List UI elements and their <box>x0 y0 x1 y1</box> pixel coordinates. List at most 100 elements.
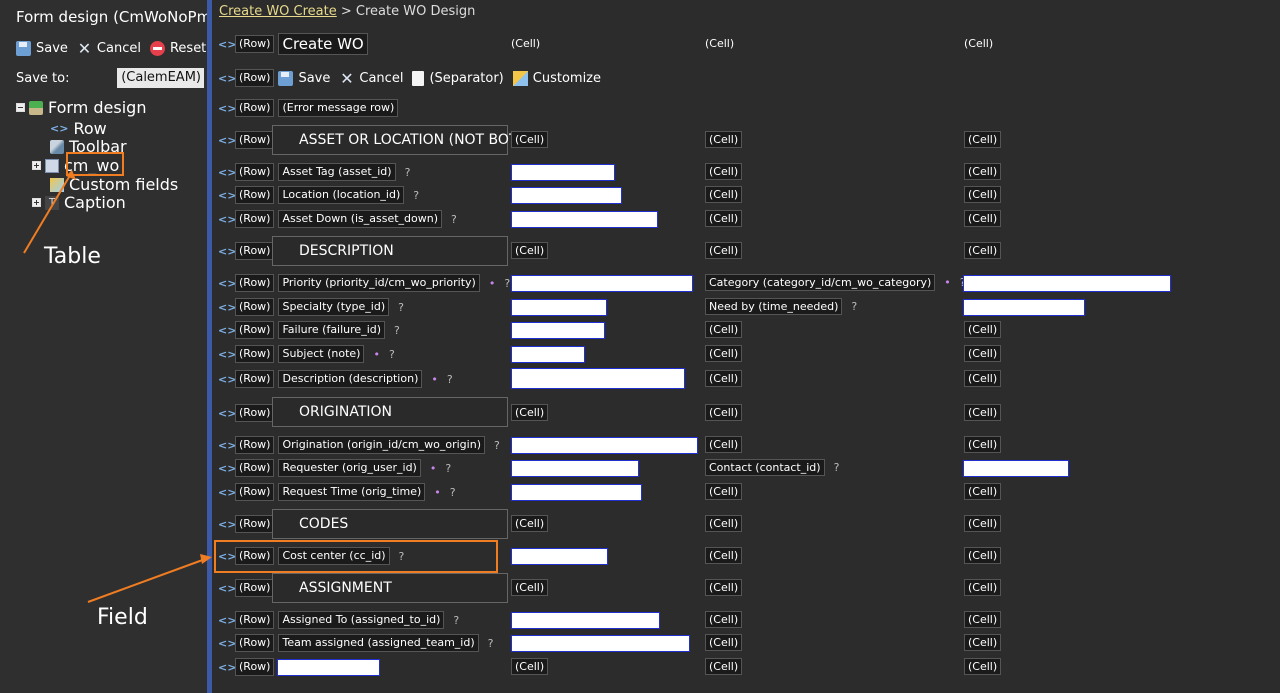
cell[interactable]: (Cell) <box>705 185 743 205</box>
toolbar-customize[interactable]: Customize <box>512 70 601 86</box>
cell[interactable]: (Cell) <box>964 610 1002 630</box>
cell[interactable]: (Cell) <box>705 162 743 182</box>
help-icon[interactable]: ? <box>413 188 420 202</box>
move-icon[interactable]: <> <box>218 549 237 563</box>
field-label[interactable]: Location (location_id) <box>278 186 405 204</box>
cell[interactable]: (Cell) <box>705 546 743 566</box>
move-icon[interactable]: <> <box>218 636 237 650</box>
cell[interactable]: (Cell) <box>705 37 735 50</box>
cell[interactable]: (Cell) <box>511 578 549 598</box>
row-toolbar[interactable]: <> (Row) Save ✕ Cancel (Separator) Custom… <box>218 68 602 88</box>
subject-input[interactable] <box>511 346 585 363</box>
collapse-icon[interactable] <box>16 103 25 112</box>
breadcrumb-link[interactable]: Create WO Create <box>219 4 337 19</box>
cell[interactable]: (Cell) <box>705 633 743 653</box>
help-icon[interactable]: ? <box>398 549 405 563</box>
cell[interactable]: (Cell) <box>964 514 1002 534</box>
cancel-button[interactable]: ✕ Cancel <box>77 39 141 58</box>
move-icon[interactable]: <> <box>218 461 237 475</box>
row-section-assignment[interactable]: <> (Row) <box>218 578 278 598</box>
cell[interactable]: (Cell) <box>964 546 1002 566</box>
cell[interactable]: (Cell) <box>705 344 743 364</box>
tree-item-custom-fields[interactable]: Custom fields <box>50 175 178 194</box>
cell[interactable]: (Cell) <box>964 320 1002 340</box>
field-label[interactable]: Assigned To (assigned_to_id) <box>278 611 445 629</box>
help-icon[interactable]: ? <box>446 372 453 386</box>
row-assigned-to[interactable]: <> (Row) Assigned To (assigned_to_id)? <box>218 610 459 630</box>
cell[interactable]: (Cell) <box>964 403 1002 423</box>
save-button[interactable]: Save <box>16 41 68 56</box>
move-icon[interactable]: <> <box>218 347 237 361</box>
reset-button[interactable]: Reset <box>149 41 206 56</box>
field-label[interactable]: Team assigned (assigned_team_id) <box>278 634 479 652</box>
row-section-description[interactable]: <> (Row) <box>218 241 278 261</box>
row-description[interactable]: <> (Row) Description (description) •? <box>218 369 453 389</box>
cell[interactable]: (Cell) <box>705 369 743 389</box>
tree-item-cm-wo[interactable]: cm_wo <box>32 156 119 175</box>
move-icon[interactable]: <> <box>218 406 237 420</box>
row-priority[interactable]: <> (Row) Priority (priority_id/cm_wo_pri… <box>218 273 510 293</box>
cell[interactable]: (Cell) <box>705 130 743 150</box>
save-to-select[interactable]: (CalemEAM) <box>117 68 204 88</box>
cell[interactable]: (Cell) <box>964 209 1002 229</box>
error-message-row[interactable]: (Error message row) <box>278 99 399 117</box>
request-time-input[interactable] <box>511 484 642 501</box>
expand-icon[interactable] <box>32 161 41 170</box>
cell[interactable]: (Cell) <box>705 578 743 598</box>
move-icon[interactable]: <> <box>218 133 237 147</box>
specialty-input[interactable] <box>511 299 607 316</box>
field-label[interactable]: Asset Down (is_asset_down) <box>278 210 443 228</box>
move-icon[interactable]: <> <box>218 517 237 531</box>
row-error[interactable]: <> (Row) (Error message row) <box>218 98 399 118</box>
move-icon[interactable]: <> <box>218 212 237 226</box>
row-cost-center[interactable]: <> (Row) Cost center (cc_id)? <box>218 546 404 566</box>
form-title[interactable]: Create WO <box>278 33 368 55</box>
cell[interactable]: (Cell) <box>705 435 743 455</box>
cell[interactable]: (Cell) <box>511 130 549 150</box>
row-asset-tag[interactable]: <> (Row) Asset Tag (asset_id)? <box>218 162 410 182</box>
cell[interactable]: (Cell) <box>964 633 1002 653</box>
help-icon[interactable]: ? <box>493 438 500 452</box>
row-section-origination[interactable]: <> (Row) <box>218 403 278 423</box>
cell[interactable]: (Cell) <box>511 403 549 423</box>
expand-icon[interactable] <box>32 198 41 207</box>
cell[interactable]: (Cell) <box>964 369 1002 389</box>
cell[interactable]: (Cell) <box>511 37 541 50</box>
move-icon[interactable]: <> <box>218 276 237 290</box>
team-assigned-input[interactable] <box>511 635 690 652</box>
cell[interactable]: (Cell) <box>705 241 743 261</box>
move-icon[interactable]: <> <box>218 165 237 179</box>
move-icon[interactable]: <> <box>218 323 237 337</box>
help-icon[interactable]: ? <box>453 613 460 627</box>
row-title[interactable]: <> (Row) Create WO <box>218 33 368 55</box>
move-icon[interactable]: <> <box>218 37 237 51</box>
move-icon[interactable]: <> <box>218 613 237 627</box>
cell[interactable]: (Cell) <box>705 320 743 340</box>
need-by-label-cell[interactable]: Need by (time_needed)? <box>705 297 857 317</box>
cell[interactable]: (Cell) <box>705 610 743 630</box>
section-asset-location[interactable]: ASSET OR LOCATION (NOT BOTH) <box>272 125 533 155</box>
section-description[interactable]: DESCRIPTION <box>272 236 508 266</box>
asset-down-input[interactable] <box>511 211 658 228</box>
row-subject[interactable]: <> (Row) Subject (note) •? <box>218 344 395 364</box>
row-request-time[interactable]: <> (Row) Request Time (orig_time) •? <box>218 482 456 502</box>
section-codes[interactable]: CODES <box>272 509 508 539</box>
move-icon[interactable]: <> <box>218 581 237 595</box>
field-label[interactable]: Origination (origin_id/cm_wo_origin) <box>278 436 485 454</box>
help-icon[interactable]: ? <box>398 300 404 314</box>
cell[interactable]: (Cell) <box>964 657 1002 677</box>
row-empty[interactable]: <> (Row) <box>218 657 278 677</box>
cell[interactable]: (Cell) <box>964 344 1002 364</box>
toolbar-save[interactable]: Save <box>278 70 330 86</box>
cell[interactable]: (Cell) <box>964 241 1002 261</box>
move-icon[interactable]: <> <box>218 485 237 499</box>
help-icon[interactable]: ? <box>487 636 494 650</box>
help-icon[interactable]: ? <box>504 276 511 290</box>
row-origination[interactable]: <> (Row) Origination (origin_id/cm_wo_or… <box>218 435 500 455</box>
toolbar-cancel[interactable]: ✕ Cancel <box>340 68 404 88</box>
category-label-cell[interactable]: Category (category_id/cm_wo_category)•? <box>705 273 966 293</box>
move-icon[interactable]: <> <box>218 660 237 674</box>
description-input[interactable] <box>511 368 685 389</box>
move-icon[interactable]: <> <box>218 188 237 202</box>
move-icon[interactable]: <> <box>218 71 237 85</box>
